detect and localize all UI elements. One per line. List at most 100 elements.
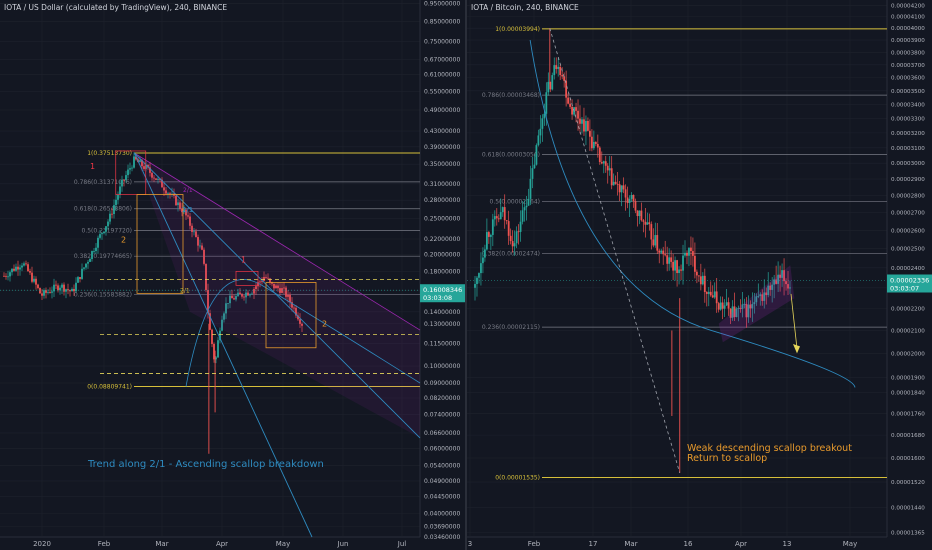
left-chart-pane[interactable]: 0.95000000 0.85000000 0.75000000 0.67000000…	[0, 0, 466, 550]
usd-chart-svg[interactable]: 0.95000000 0.85000000 0.75000000 0.67000000…	[0, 0, 466, 550]
candle-body	[213, 343, 215, 360]
candle-body	[476, 277, 478, 285]
candle-body	[21, 265, 23, 268]
candle-body	[539, 128, 542, 136]
candle-body	[157, 178, 159, 180]
candle-body	[167, 193, 169, 195]
candle-body	[596, 144, 599, 148]
candle-body	[95, 247, 97, 252]
trend-line-steep	[133, 152, 313, 538]
candle-body	[43, 290, 45, 296]
y-tick-label: 0.43000000	[424, 128, 460, 135]
candle-body	[769, 285, 772, 290]
candle-body	[739, 307, 742, 309]
candle-body	[515, 231, 518, 244]
candle-body	[63, 284, 65, 292]
candle-body	[57, 285, 59, 291]
candle-body	[610, 168, 613, 186]
candle-body	[644, 221, 647, 225]
candle-body	[49, 292, 51, 293]
candle-body	[277, 285, 279, 289]
candle-body	[301, 323, 303, 326]
candle-body	[11, 268, 13, 273]
candle-body	[221, 319, 223, 331]
y-tick-label: 0.00001365	[891, 531, 925, 537]
candle-body	[523, 207, 526, 211]
candle-body	[261, 280, 263, 282]
candle-body	[682, 255, 684, 271]
btc-chart-svg[interactable]: 0.00004200 0.00004100 0.00004000 0.00003900…	[467, 0, 932, 550]
candle-body	[664, 254, 667, 256]
x-tick-label: 16	[684, 540, 693, 548]
y-tick-label: 0.39000000	[424, 144, 460, 151]
candle-body	[656, 235, 659, 251]
candle-body	[141, 160, 143, 167]
x-tick-label: 13	[783, 540, 792, 548]
candle-body	[531, 168, 534, 179]
candle-body	[674, 260, 676, 271]
y-tick-label: 0.00001760	[891, 411, 925, 417]
candle-body	[19, 267, 21, 270]
fib-level-label: 0(0.00001535)	[495, 474, 540, 481]
y-tick-label: 0.00001600	[891, 456, 925, 462]
candle-body	[29, 271, 31, 273]
candle-body	[17, 266, 19, 270]
x-tick-label: May	[276, 540, 290, 548]
y-tick-label: 0.06600000	[424, 430, 460, 437]
candle-body	[666, 255, 669, 264]
candle-body	[217, 340, 219, 358]
last-price-tag	[420, 284, 466, 303]
candle-body	[163, 187, 165, 191]
candle-body	[129, 168, 131, 170]
candle-body	[497, 218, 500, 220]
candle-body	[614, 181, 617, 184]
pane-separator	[465, 0, 467, 550]
candle-body	[699, 276, 702, 285]
label-1: 1	[90, 162, 95, 171]
candle-body	[581, 119, 583, 124]
right-chart-pane[interactable]: 0.00004200 0.00004100 0.00004000 0.00003900…	[466, 0, 932, 550]
candle-body	[612, 181, 615, 186]
red-box-1	[115, 150, 147, 195]
candle-body	[285, 287, 287, 297]
candle-body	[223, 313, 225, 320]
candle-body	[79, 277, 81, 279]
y-tick-label: 0.00002500	[891, 247, 925, 253]
weak-breakout-annotation: Weak descending scallop breakout	[687, 443, 852, 454]
candle-body	[191, 225, 193, 232]
countdown-label: 03:03:07	[890, 284, 919, 292]
x-tick-label: May	[843, 540, 857, 548]
candle-body	[749, 304, 752, 309]
candle-body	[549, 81, 552, 90]
y-tick-label: 0.06000000	[424, 445, 460, 452]
candle-body	[717, 303, 720, 310]
y-tick-label: 0.04000000	[424, 511, 460, 518]
y-tick-label: 0.25000000	[424, 215, 460, 222]
y-tick-label: 0.00001840	[891, 390, 925, 396]
candle-body	[53, 284, 55, 292]
candle-body	[215, 357, 217, 360]
y-tick-label: 0.00002700	[891, 211, 925, 217]
candle-body	[670, 257, 673, 262]
y-tick-label: 0.49000000	[424, 107, 460, 114]
y-tick-label: 0.00002100	[891, 328, 925, 334]
candle-body	[509, 235, 512, 242]
candle-body	[660, 250, 663, 253]
y-tick-label: 0.00001900	[891, 375, 925, 381]
candle-body	[205, 263, 207, 290]
y-tick-label: 0.00003900	[891, 38, 925, 44]
candle-body	[529, 178, 532, 199]
candle-body	[273, 283, 275, 289]
candle-body	[771, 284, 774, 290]
candle-body	[585, 120, 587, 132]
candle-body	[757, 295, 760, 297]
candle-body	[41, 293, 43, 296]
candle-body	[253, 289, 255, 294]
candle-body	[695, 271, 698, 276]
candle-body	[688, 247, 690, 256]
x-tick-label: Jun	[337, 540, 349, 548]
candle-body	[275, 285, 277, 289]
candle-body	[45, 290, 47, 293]
candle-body	[587, 120, 589, 131]
candle-body	[551, 75, 554, 90]
